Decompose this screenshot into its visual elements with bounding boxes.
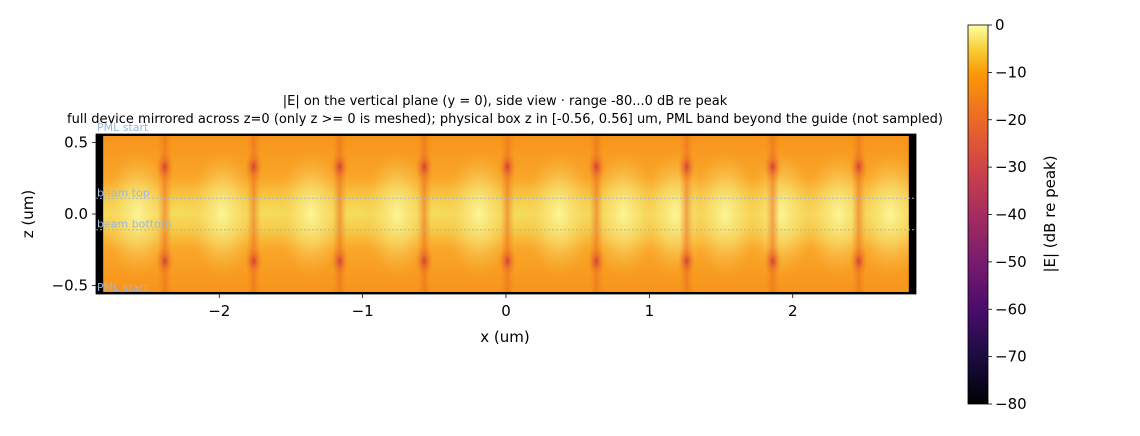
colorbar-tick-label: −40: [995, 206, 1027, 224]
field-maximum: [747, 152, 816, 276]
field-node-upper: [763, 150, 782, 183]
field-maximum: [525, 152, 594, 276]
field-maximum: [277, 152, 346, 276]
pml-band-left: [96, 134, 104, 294]
y-tick-label: −0.5: [52, 276, 88, 294]
field-node-lower: [677, 245, 696, 278]
field-maximum: [363, 152, 432, 276]
annotation-label: beam bottom: [97, 218, 172, 231]
field-node-upper: [849, 150, 868, 183]
field-node-upper: [587, 150, 606, 183]
plot-area: PML start beam top beam bottom PML start: [95, 121, 917, 295]
field-maximum: [589, 152, 658, 276]
colorbar-tick-label: 0: [995, 16, 1005, 34]
y-tick-label: 0.0: [64, 205, 88, 223]
field-node-lower: [763, 245, 782, 278]
colorbar-tick-label: −60: [995, 300, 1027, 318]
field-node-lower: [849, 245, 868, 278]
chart-subtitle: full device mirrored across z=0 (only z …: [67, 112, 943, 127]
x-tick-label: 0: [501, 302, 511, 320]
field-node-lower: [244, 245, 263, 278]
y-axis: 0.5 0.0 −0.5: [52, 134, 96, 294]
colorbar: 0 −10 −20 −30 −40 −50 −60 −70 −80: [967, 16, 1027, 413]
x-tick-label: −1: [352, 302, 374, 320]
field-maximum: [444, 152, 513, 276]
field-node-upper: [244, 150, 263, 183]
field-node-lower: [330, 245, 349, 278]
field-layer: [96, 134, 916, 294]
annotation-label: beam top: [97, 186, 150, 199]
x-axis-label: x (um): [480, 328, 529, 346]
pml-band-right: [908, 134, 916, 294]
field-node-lower: [155, 245, 174, 278]
annotation-label: PML start: [97, 121, 149, 134]
x-tick-label: 2: [788, 302, 798, 320]
pml-edge-bottom: [96, 292, 916, 294]
colorbar-tick-label: −80: [995, 395, 1027, 413]
pml-edge-top: [96, 134, 916, 136]
field-maximum: [691, 152, 760, 276]
y-tick-label: 0.5: [64, 134, 88, 152]
x-tick-label: −2: [208, 302, 230, 320]
field-node-lower: [498, 245, 517, 278]
field-node-upper: [498, 150, 517, 183]
field-node-upper: [415, 150, 434, 183]
y-axis-label: z (um): [19, 190, 37, 238]
field-node-upper: [330, 150, 349, 183]
field-node-upper: [155, 150, 174, 183]
colorbar-tick-label: −20: [995, 111, 1027, 129]
chart-title: |E| on the vertical plane (y = 0), side …: [283, 94, 728, 109]
colorbar-tick-label: −50: [995, 253, 1027, 271]
colorbar-gradient: [967, 24, 989, 405]
field-node-upper: [677, 150, 696, 183]
annotation-label: PML start: [97, 281, 149, 294]
field-maximum: [103, 152, 172, 276]
x-tick-label: 1: [645, 302, 655, 320]
field-node-lower: [415, 245, 434, 278]
field-node-lower: [587, 245, 606, 278]
colorbar-tick-label: −10: [995, 63, 1027, 81]
field-maximum: [188, 152, 257, 276]
colorbar-label: |E| (dB re peak): [1041, 155, 1059, 272]
field-maximum: [856, 152, 916, 276]
x-axis: −2 −1 0 1 2: [208, 294, 797, 320]
colorbar-tick-label: −70: [995, 348, 1027, 366]
colorbar-tick-label: −30: [995, 158, 1027, 176]
